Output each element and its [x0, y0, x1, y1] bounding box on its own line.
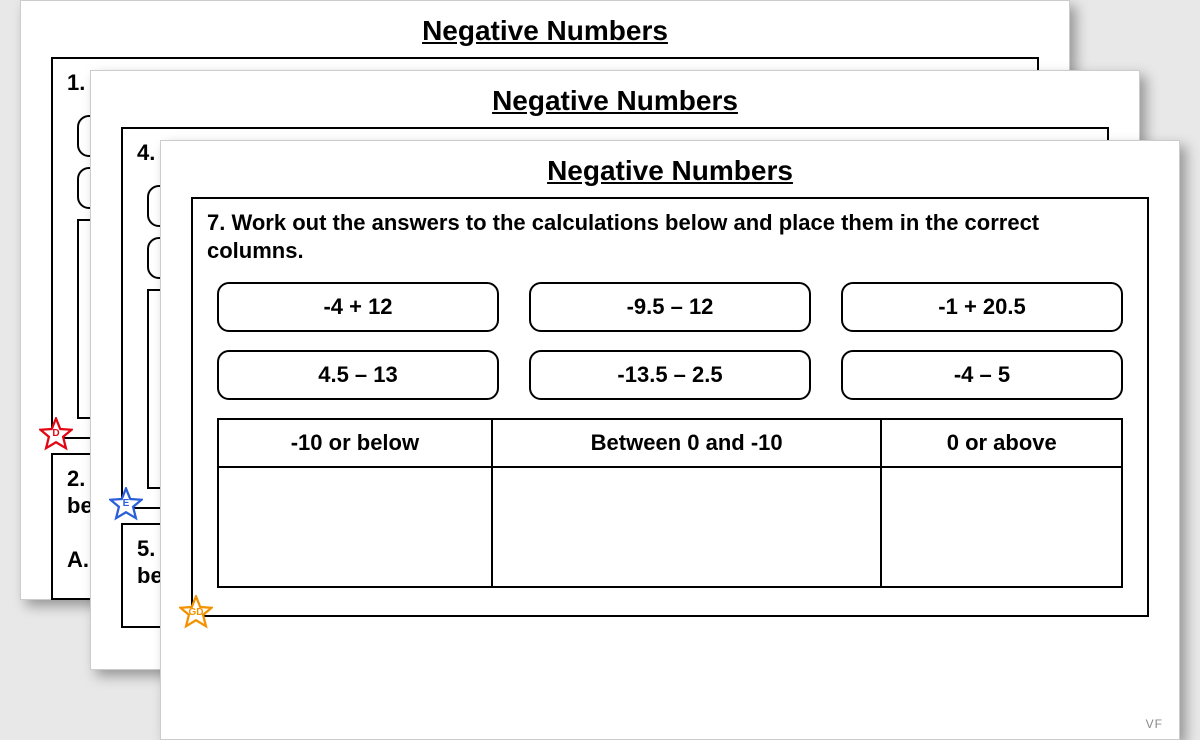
star-label: D — [39, 417, 73, 451]
page-title: Negative Numbers — [21, 15, 1069, 47]
q1-number: 1. — [67, 70, 85, 95]
q5-number: 5. — [137, 536, 155, 561]
worksheet-page-3: Negative Numbers 7. Work out the answers… — [160, 140, 1180, 740]
calc-row-1: -4 + 12 -9.5 – 12 -1 + 20.5 — [217, 282, 1123, 332]
difficulty-star-icon: D — [39, 417, 73, 451]
q2-number: 2. — [67, 466, 85, 491]
calc-pill: 4.5 – 13 — [217, 350, 499, 400]
calc-pill: -4 + 12 — [217, 282, 499, 332]
q2-letter-a: A. — [67, 547, 89, 573]
table-row — [218, 467, 1122, 587]
page-title: Negative Numbers — [91, 85, 1139, 117]
calc-row-2: 4.5 – 13 -13.5 – 2.5 -4 – 5 — [217, 350, 1123, 400]
calc-pill: -4 – 5 — [841, 350, 1123, 400]
difficulty-star-icon: E — [109, 487, 143, 521]
table-cell-empty — [218, 467, 492, 587]
table-cell-empty — [492, 467, 882, 587]
question-7-box: 7. Work out the answers to the calculati… — [191, 197, 1149, 617]
q4-number: 4. — [137, 140, 155, 165]
table-cell-empty — [881, 467, 1122, 587]
calc-pill: -1 + 20.5 — [841, 282, 1123, 332]
star-label: GD — [179, 595, 213, 629]
calc-pill: -9.5 – 12 — [529, 282, 811, 332]
difficulty-star-icon: GD — [179, 595, 213, 629]
question-7-text: 7. Work out the answers to the calculati… — [207, 209, 1133, 264]
watermark: VF — [1146, 717, 1163, 731]
table-header-row: -10 or below Between 0 and -10 0 or abov… — [218, 419, 1122, 467]
q7-number: 7. — [207, 210, 225, 235]
table-header: Between 0 and -10 — [492, 419, 882, 467]
star-label: E — [109, 487, 143, 521]
q7-body: Work out the answers to the calculations… — [207, 210, 1039, 263]
page-title: Negative Numbers — [161, 155, 1179, 187]
calc-pill: -13.5 – 2.5 — [529, 350, 811, 400]
answer-table: -10 or below Between 0 and -10 0 or abov… — [217, 418, 1123, 588]
table-header: -10 or below — [218, 419, 492, 467]
table-header: 0 or above — [881, 419, 1122, 467]
